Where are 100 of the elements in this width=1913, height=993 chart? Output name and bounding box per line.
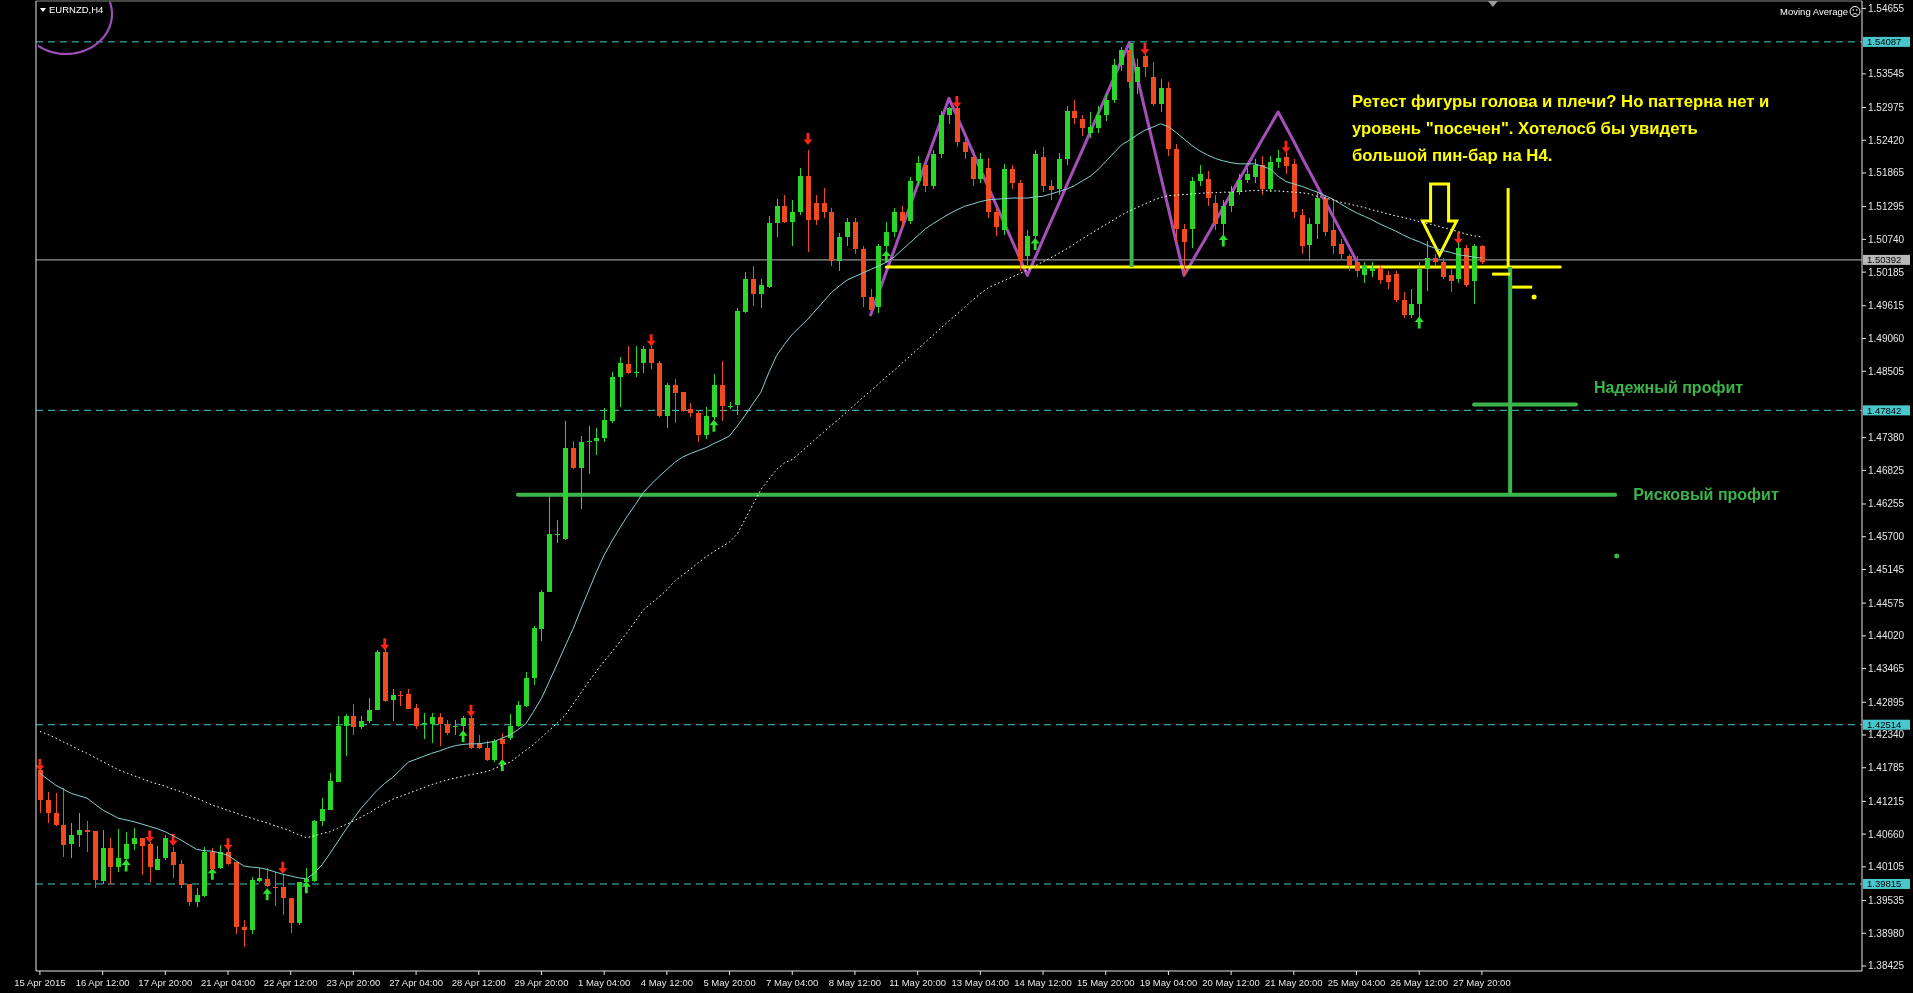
x-tick-label: 29 Apr 20:00 [514,977,569,988]
candlestick [571,440,576,470]
candlestick [1049,179,1054,201]
x-tick-label: 22 Apr 12:00 [263,977,318,988]
candlestick [1159,78,1164,113]
candlestick [618,356,623,408]
y-tick-label: 1.50185 [1868,266,1905,278]
candlestick [1119,46,1124,72]
x-tick-label: 13 May 04:00 [951,977,1010,988]
y-tick-label: 1.38425 [1868,960,1905,972]
x-tick-label: 16 Apr 12:00 [75,977,130,988]
candlestick [69,822,74,859]
chart-title: EURNZD,H4 [49,4,104,15]
point [646,334,656,347]
point [262,888,272,901]
candlestick [602,407,607,443]
point [458,730,468,743]
x-tick-label: 15 Apr 2015 [14,977,66,988]
y-tick-label: 1.54655 [1868,2,1905,14]
series-label: Рисковый профит [1633,486,1779,504]
candlestick [54,792,59,827]
y-tick-label: 1.41215 [1868,795,1905,807]
x-tick-label: 20 May 12:00 [1202,977,1260,988]
point [145,830,155,843]
point [1140,42,1150,55]
candlestick [782,194,787,224]
candlestick [1206,170,1211,207]
candlestick [1480,244,1485,265]
candlestick [195,887,200,908]
candlestick [900,205,905,228]
candlestick [1339,238,1344,260]
ref-line-label: 1.39815 [1867,878,1902,890]
candlestick [1425,240,1430,292]
candlestick [916,155,921,187]
candlestick [814,194,819,226]
candlestick [1307,217,1312,262]
candlestick [77,812,82,848]
candlestick [140,837,145,876]
candlestick [1402,291,1407,319]
candlestick [1072,99,1077,125]
x-tick-label: 27 Apr 04:00 [389,977,444,988]
point [881,250,891,263]
y-tick-label: 1.40105 [1868,861,1905,873]
candlestick [132,827,137,851]
candlestick [1260,155,1265,196]
ref-line-label: 1.47842 [1867,404,1902,416]
candlestick [869,288,874,316]
candlestick [1182,223,1187,276]
point [278,861,288,874]
candlestick [351,703,356,736]
x-tick-label: 17 Apr 20:00 [138,977,193,988]
candlestick [751,265,756,307]
candlestick [492,738,497,763]
x-tick-label: 1 May 04:00 [578,977,631,988]
x-tick-label: 8 May 12:00 [828,977,882,988]
candlestick [673,378,678,424]
candlestick [344,713,349,757]
x-tick-label: 4 May 12:00 [640,977,694,988]
x-tick-label: 7 May 04:00 [766,977,819,988]
candlestick [923,158,928,193]
candlestick [978,152,983,184]
point [380,638,390,651]
candlestick [1010,164,1015,190]
candlestick [822,187,827,219]
x-tick-label: 28 Apr 12:00 [451,977,506,988]
candlestick [398,690,403,707]
point [1414,316,1424,329]
point [121,859,131,872]
y-tick-label: 1.45145 [1868,563,1905,575]
point [1453,232,1463,245]
candlestick [281,873,286,916]
x-tick-label: 14 May 12:00 [1014,977,1072,988]
x-tick-label: 19 May 04:00 [1139,977,1198,988]
candlestick [320,797,325,827]
candlestick [1198,164,1203,187]
candlestick [1441,257,1446,280]
y-tick-label: 1.50740 [1868,233,1905,245]
y-tick-label: 1.53545 [1868,68,1905,80]
candlestick [171,846,176,879]
candlestick [85,820,90,853]
candlestick [892,207,897,238]
candlestick [1213,194,1218,231]
x-tick-label: 21 May 20:00 [1265,977,1323,988]
candlestick [485,740,490,762]
y-tick-label: 1.44575 [1868,597,1905,609]
x-tick-label: 26 May 12:00 [1390,977,1448,988]
point [1218,234,1228,247]
candlestick [626,345,631,375]
y-tick-label: 1.49615 [1868,300,1905,312]
candlestick [1237,173,1242,196]
candlestick [790,199,795,247]
point [301,881,311,894]
candlestick [971,149,976,187]
y-tick-label: 1.51865 [1868,167,1905,179]
candlestick [1449,268,1454,293]
point [1030,238,1040,251]
y-tick-label: 1.48505 [1868,365,1905,377]
candlestick [242,919,247,948]
candlestick [963,135,968,160]
candlestick [1088,111,1093,139]
